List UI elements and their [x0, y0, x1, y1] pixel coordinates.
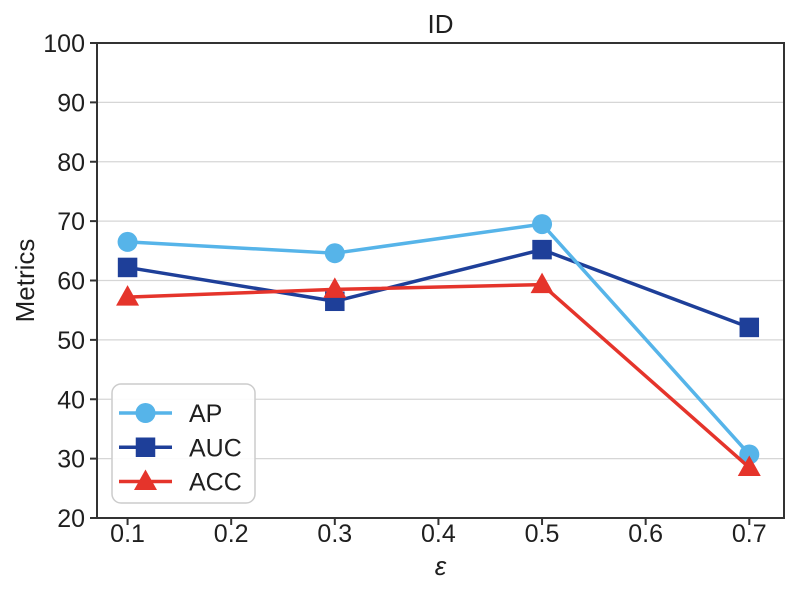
legend-item-ACC: ACC [119, 469, 242, 497]
x-tick-label-0.7: 0.7 [732, 520, 767, 548]
ap-circle-marker [117, 231, 138, 252]
acc-triangle-marker [116, 285, 140, 306]
legend: AP AUC ACC [111, 383, 256, 504]
acc-triangle-marker [323, 277, 347, 298]
auc-square-marker [739, 317, 760, 338]
series-line-AP [127, 222, 751, 456]
acc-triangle-marker [737, 455, 761, 477]
legend-item-AP: AP [119, 400, 222, 428]
series-AP [117, 214, 760, 465]
x-tick-label-0.5: 0.5 [525, 520, 560, 548]
y-tick-label-20: 20 [57, 505, 85, 533]
acc-triangle-marker [530, 272, 554, 294]
y-tick-label-80: 80 [57, 149, 85, 177]
legend-square-icon [135, 437, 156, 457]
ap-circle-marker [532, 214, 553, 235]
x-tick-label-0.3: 0.3 [317, 520, 352, 548]
legend-label-ACC: ACC [189, 469, 242, 497]
legend-label-AP: AP [189, 400, 222, 428]
auc-square-marker [117, 257, 138, 278]
y-tick-label-90: 90 [57, 89, 85, 117]
y-tick-label-50: 50 [57, 327, 85, 355]
ap-circle-marker [739, 444, 760, 465]
y-tick-label-30: 30 [57, 446, 85, 474]
y-tick-label-60: 60 [57, 268, 85, 296]
y-axis-label: Metrics [10, 239, 40, 323]
series-line-ACC [127, 282, 751, 469]
legend-triangle-icon [134, 469, 157, 490]
legend-circle-icon [135, 403, 156, 423]
ap-circle-marker [324, 243, 345, 264]
auc-square-marker [532, 239, 552, 260]
series-ACC [116, 272, 761, 477]
chart-title: ID [428, 9, 454, 39]
x-tick-label-0.1: 0.1 [110, 520, 145, 548]
x-tick-label-0.4: 0.4 [421, 520, 456, 548]
series-line-AUC [127, 247, 750, 330]
x-axis-label: ε [435, 551, 447, 581]
y-tick-label-40: 40 [57, 386, 85, 414]
y-tick-label-100: 100 [43, 30, 85, 58]
ticks: 0.1 0.2 0.3 0.4 0.5 0.6 0.7 20 30 40 50 60 70 80 90 100 [43, 30, 766, 548]
y-tick-label-70: 70 [57, 208, 85, 236]
legend-item-AUC: AUC [119, 434, 242, 462]
legend-label-AUC: AUC [189, 434, 242, 462]
x-tick-label-0.6: 0.6 [628, 520, 663, 548]
x-tick-label-0.2: 0.2 [214, 520, 249, 548]
